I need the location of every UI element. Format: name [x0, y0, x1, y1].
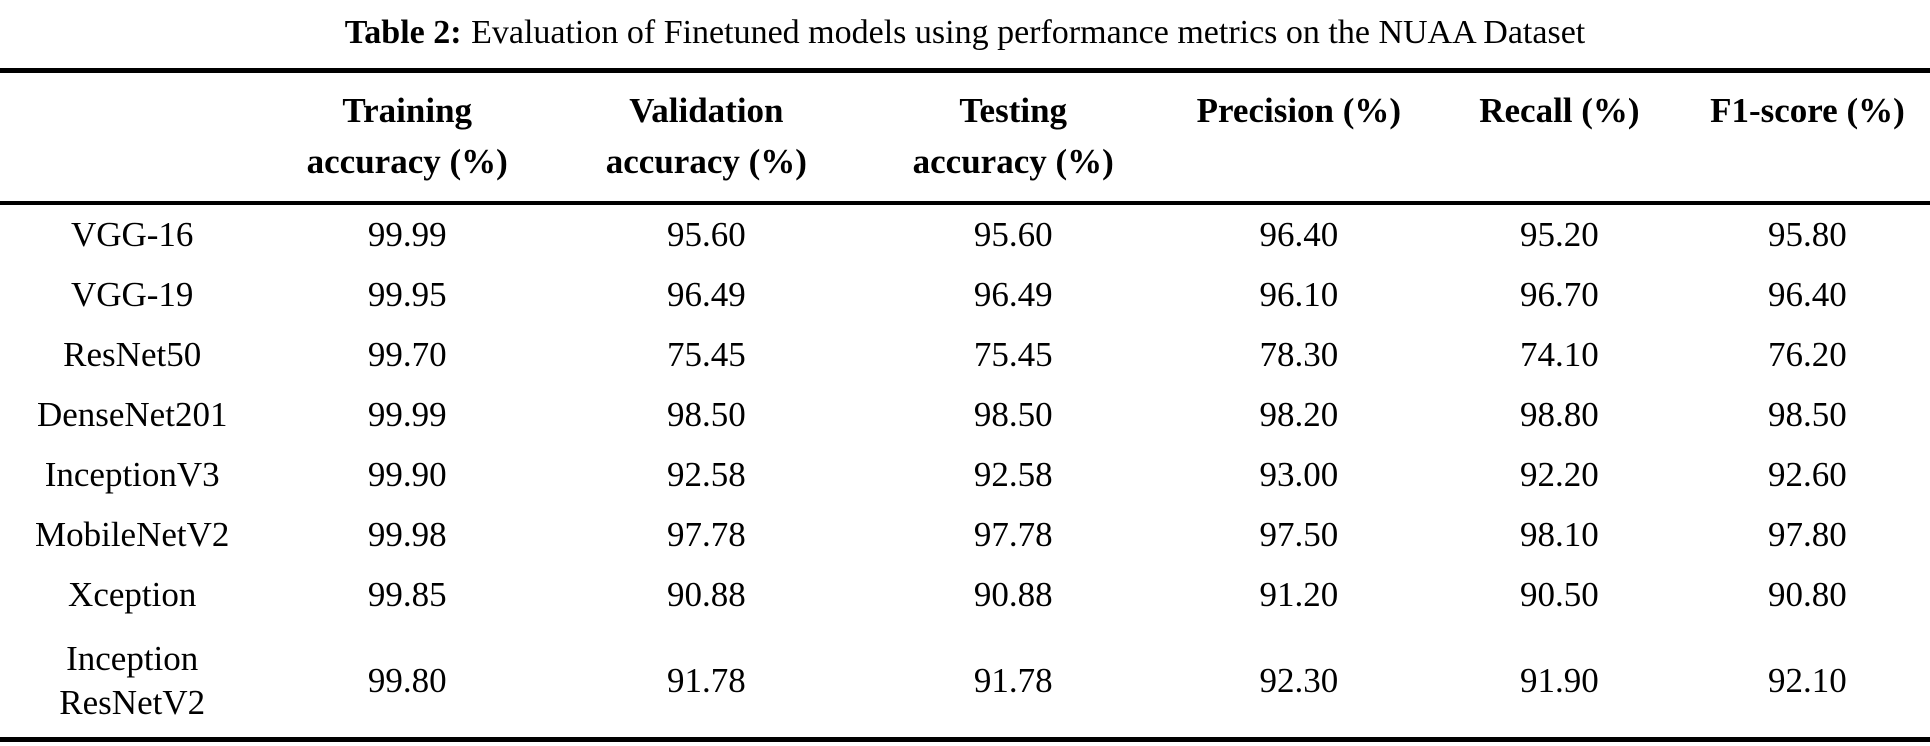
training-accuracy-cell: 99.80	[367, 661, 447, 700]
testing-accuracy-cell: 97.78	[973, 515, 1053, 554]
testing-accuracy-cell: 75.45	[973, 335, 1053, 374]
f1-score-cell: 92.60	[1768, 455, 1847, 494]
testing-accuracy-cell: 92.58	[973, 455, 1053, 494]
header-line2: accuracy (%)	[306, 142, 508, 181]
precision-cell: 96.10	[1259, 275, 1339, 314]
model-name-cell: Inception ResNetV2	[59, 639, 206, 722]
precision-cell: 97.50	[1259, 515, 1339, 554]
validation-accuracy-cell: 90.88	[666, 575, 746, 614]
header-line1: Validation	[629, 91, 784, 130]
model-name-cell: InceptionV3	[44, 455, 220, 494]
precision-cell: 96.40	[1259, 215, 1339, 254]
header-line2: accuracy (%)	[605, 142, 807, 181]
header-row: Training accuracy (%) Validation accurac…	[0, 70, 1930, 205]
precision-cell: 78.30	[1259, 335, 1339, 374]
recall-cell: 98.10	[1520, 515, 1599, 554]
model-name-cell: Xception	[68, 575, 197, 614]
training-accuracy-cell: 99.85	[367, 575, 447, 614]
model-name-cell: ResNet50	[63, 335, 202, 374]
model-name-cell: DenseNet201	[36, 395, 228, 434]
column-header-training-accuracy: Training accuracy (%)	[264, 70, 551, 205]
table-row-inceptionv3: InceptionV3 99.90 92.58 92.58 93.00 92.2…	[0, 445, 1930, 505]
f1-score-cell: 98.50	[1768, 395, 1847, 434]
validation-accuracy-cell: 96.49	[666, 275, 746, 314]
header-line2: accuracy (%)	[912, 142, 1114, 181]
training-accuracy-cell: 99.95	[367, 275, 447, 314]
testing-accuracy-cell: 90.88	[973, 575, 1053, 614]
f1-score-cell: 97.80	[1768, 515, 1847, 554]
header-line1: Precision (%)	[1196, 91, 1402, 130]
table-row-densenet201: DenseNet201 99.99 98.50 98.50 98.20 98.8…	[0, 385, 1930, 445]
f1-score-cell: 96.40	[1768, 275, 1847, 314]
precision-cell: 91.20	[1259, 575, 1339, 614]
testing-accuracy-cell: 91.78	[973, 661, 1053, 700]
validation-accuracy-cell: 92.58	[666, 455, 746, 494]
validation-accuracy-cell: 75.45	[666, 335, 746, 374]
model-name-cell: VGG-16	[70, 215, 194, 254]
precision-cell: 92.30	[1259, 661, 1339, 700]
column-header-f1-score: F1-score (%)	[1684, 70, 1930, 205]
recall-cell: 91.90	[1520, 661, 1599, 700]
column-header-validation-accuracy: Validation accuracy (%)	[550, 70, 863, 205]
table-caption: Table 2: Evaluation of Finetuned models u…	[0, 0, 1930, 68]
column-header-testing-accuracy: Testing accuracy (%)	[862, 70, 1164, 205]
model-name-cell: MobileNetV2	[34, 515, 230, 554]
header-line1: Recall (%)	[1479, 91, 1640, 130]
validation-accuracy-cell: 91.78	[666, 661, 746, 700]
f1-score-cell: 92.10	[1768, 661, 1847, 700]
recall-cell: 96.70	[1520, 275, 1599, 314]
precision-cell: 98.20	[1259, 395, 1339, 434]
column-header-model	[0, 70, 265, 205]
f1-score-cell: 90.80	[1768, 575, 1847, 614]
metrics-table: Training accuracy (%) Validation accurac…	[0, 68, 1930, 742]
recall-cell: 74.10	[1520, 335, 1599, 374]
table-row-vgg16: VGG-16 99.99 95.60 95.60 96.40 95.20 95.…	[0, 203, 1930, 265]
training-accuracy-cell: 99.90	[367, 455, 447, 494]
table-row-vgg19: VGG-19 99.95 96.49 96.49 96.10 96.70 96.…	[0, 265, 1930, 325]
table-row-mobilenetv2: MobileNetV2 99.98 97.78 97.78 97.50 98.1…	[0, 505, 1930, 565]
header-line1: Testing	[959, 91, 1068, 130]
table-row-xception: Xception 99.85 90.88 90.88 91.20 90.50 9…	[0, 565, 1930, 625]
recall-cell: 98.80	[1520, 395, 1599, 434]
header-line1: F1-score (%)	[1710, 91, 1905, 130]
model-name-cell: VGG-19	[70, 275, 194, 314]
column-header-precision: Precision (%)	[1163, 70, 1434, 205]
training-accuracy-cell: 99.99	[367, 395, 447, 434]
training-accuracy-cell: 99.99	[367, 215, 447, 254]
testing-accuracy-cell: 98.50	[973, 395, 1053, 434]
table-row-inception-resnetv2: Inception ResNetV2 99.80 91.78 91.78 92.…	[0, 625, 1930, 740]
table-row-resnet50: ResNet50 99.70 75.45 75.45 78.30 74.10 7…	[0, 325, 1930, 385]
recall-cell: 90.50	[1520, 575, 1599, 614]
f1-score-cell: 76.20	[1768, 335, 1847, 374]
recall-cell: 92.20	[1520, 455, 1599, 494]
precision-cell: 93.00	[1259, 455, 1339, 494]
testing-accuracy-cell: 95.60	[973, 215, 1053, 254]
validation-accuracy-cell: 98.50	[666, 395, 746, 434]
training-accuracy-cell: 99.70	[367, 335, 447, 374]
training-accuracy-cell: 99.98	[367, 515, 447, 554]
recall-cell: 95.20	[1520, 215, 1599, 254]
validation-accuracy-cell: 95.60	[666, 215, 746, 254]
f1-score-cell: 95.80	[1768, 215, 1847, 254]
column-header-recall: Recall (%)	[1433, 70, 1685, 205]
caption-label: Table 2:	[344, 14, 462, 51]
caption-text: Evaluation of Finetuned models using per…	[471, 14, 1586, 51]
validation-accuracy-cell: 97.78	[666, 515, 746, 554]
header-line1: Training	[342, 91, 473, 130]
testing-accuracy-cell: 96.49	[973, 275, 1053, 314]
